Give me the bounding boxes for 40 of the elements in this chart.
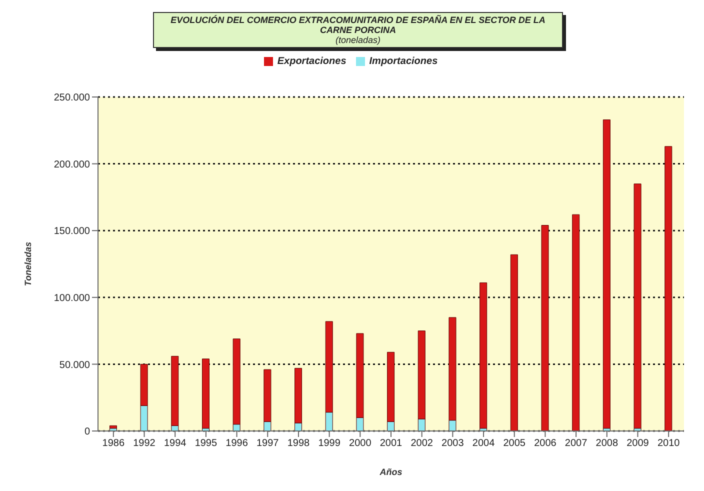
x-tick-label: 2009: [626, 438, 650, 450]
x-tick-label: 2003: [442, 438, 464, 450]
x-tick-label: 2000: [349, 438, 372, 450]
y-tick-label: 50.000: [59, 360, 90, 371]
y-tick-label: 0: [84, 426, 90, 438]
x-tick-label: 2008: [596, 438, 618, 450]
bar: [202, 358, 210, 429]
x-tick-label: 1998: [287, 438, 310, 450]
bar: [109, 425, 117, 429]
bar: [664, 146, 672, 431]
legend-label: Exportaciones: [277, 56, 346, 67]
x-tick-label: 2006: [534, 438, 557, 450]
x-tick-label: 2005: [503, 438, 526, 450]
bar: [634, 184, 642, 429]
y-axis-title: Toneladas: [23, 242, 34, 286]
x-tick-label: 1986: [102, 438, 125, 450]
x-tick-label: 1995: [194, 438, 218, 450]
y-tick-label: 250.000: [54, 92, 90, 104]
x-tick-label: 2002: [410, 438, 434, 450]
chart-subtitle: (toneladas): [334, 35, 382, 45]
bar: [480, 282, 488, 429]
x-tick-label: 2010: [657, 438, 680, 450]
x-tick-label: 1996: [226, 438, 248, 450]
legend-label: Importaciones: [369, 56, 438, 67]
bar: [572, 214, 580, 431]
x-tick-label: 1992: [133, 438, 156, 450]
x-tick-label: 1997: [256, 438, 280, 450]
chart-title: EVOLUCIÓN DEL COMERCIO EXTRACOMUNITARIO DE ESPAÑA EN EL SECTOR DE LA CARNE PORCINA: [170, 15, 546, 35]
x-tick-label: 2007: [564, 438, 588, 450]
bar: [510, 254, 518, 431]
y-tick-label: 150.000: [54, 226, 90, 238]
x-axis-title: Años: [378, 467, 402, 477]
bar: [602, 119, 610, 429]
x-tick-label: 1999: [318, 438, 341, 450]
x-tick-label: 1994: [164, 438, 187, 450]
x-tick-label: 2004: [472, 438, 496, 450]
x-tick-label: 2001: [380, 438, 403, 450]
y-tick-label: 200.000: [54, 159, 90, 170]
y-tick-label: 100.000: [54, 292, 90, 304]
bar: [541, 225, 549, 431]
